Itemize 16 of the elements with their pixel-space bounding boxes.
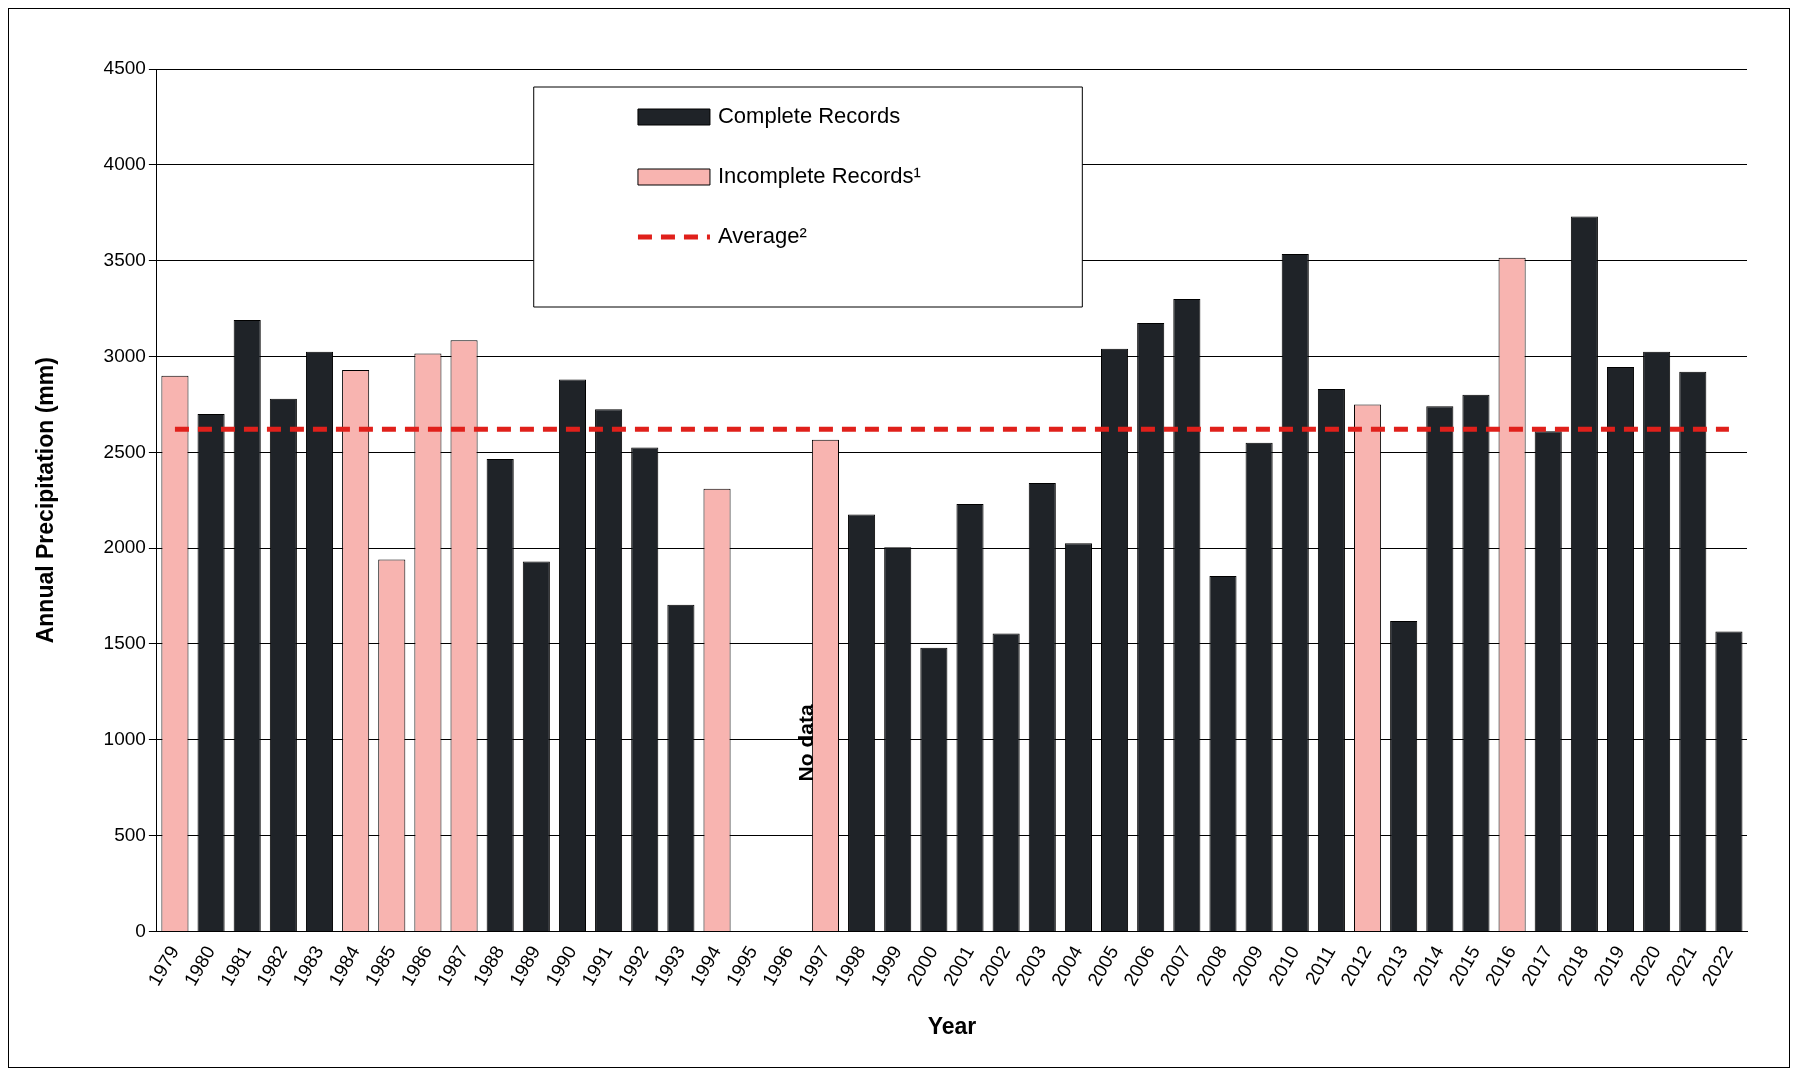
y-tick-label: 1000 <box>103 727 146 749</box>
y-tick-label: 0 <box>135 919 146 941</box>
y-tick-label: 1500 <box>103 632 146 654</box>
y-tick-label: 500 <box>114 823 146 845</box>
x-axis-title: Year <box>927 1012 977 1039</box>
y-tick-label: 3500 <box>103 248 146 270</box>
y-tick-label: 4000 <box>103 153 146 175</box>
legend-label: Complete Records <box>717 103 901 129</box>
legend-label: Incomplete Records¹ <box>717 163 921 189</box>
y-tick-label: 4500 <box>103 57 146 79</box>
annotation: No data <box>794 704 818 782</box>
y-axis-title: Annual Precipitation (mm) <box>32 357 59 644</box>
y-tick-label: 2500 <box>103 440 146 462</box>
y-tick-label: 2000 <box>103 536 146 558</box>
y-tick-label: 3000 <box>103 344 146 366</box>
legend-label: Average² <box>717 223 807 249</box>
